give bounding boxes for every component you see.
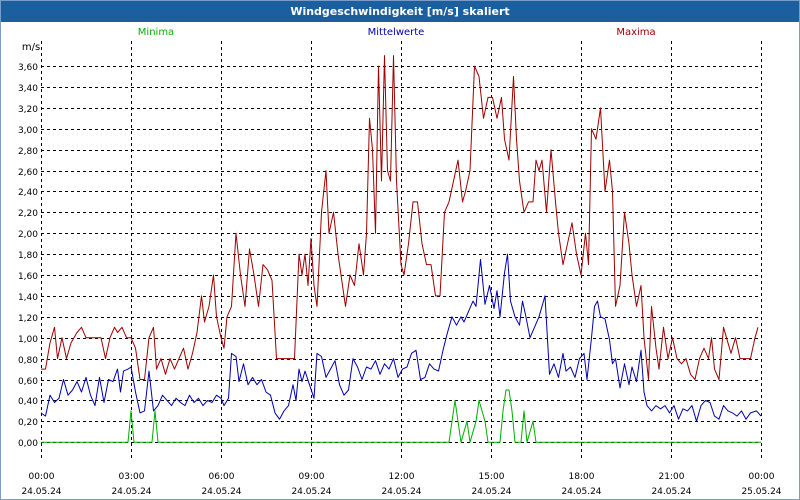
x-tick-time: 09:00 <box>299 472 325 482</box>
x-tick-date: 24.05.24 <box>651 487 691 497</box>
x-tick-date: 24.05.24 <box>111 487 151 497</box>
series-maxima-line <box>41 55 759 380</box>
legend-minima: Minima <box>138 27 174 38</box>
legend: Minima Mittelwerte Maxima <box>138 27 656 38</box>
y-tick-label: 1,80 <box>18 251 38 261</box>
series-minima-line <box>41 389 761 443</box>
y-tick-labels: 0,00 0,20 0,40 0,60 0,80 1,00 1,20 1,40 1,60 1,80… <box>18 63 38 449</box>
y-tick-label: 3,60 <box>18 63 38 73</box>
y-tick-label: 1,40 <box>18 293 38 303</box>
x-tick-time: 21:00 <box>659 472 685 482</box>
horizontal-gridlines <box>41 66 761 443</box>
y-tick-label: 1,60 <box>18 272 38 282</box>
window-title: Windgeschwindigkeit [m/s] skaliert <box>1 1 799 22</box>
x-tick-date: 24.05.24 <box>561 487 601 497</box>
legend-maxima: Maxima <box>616 27 655 38</box>
legend-mittelwerte: Mittelwerte <box>368 27 425 38</box>
x-tick-time: 06:00 <box>209 472 235 482</box>
x-tick-time: 15:00 <box>479 472 505 482</box>
y-tick-label: 0,60 <box>18 377 38 387</box>
y-tick-label: 2,60 <box>18 168 38 178</box>
x-tick-date: 24.05.24 <box>471 487 511 497</box>
y-tick-label: 2,00 <box>18 230 38 240</box>
y-tick-label: 3,00 <box>18 126 38 136</box>
y-tick-label: 0,20 <box>18 418 38 428</box>
y-tick-label: 0,80 <box>18 356 38 366</box>
x-tick-time: 18:00 <box>569 472 595 482</box>
x-tick-labels: 00:00 24.05.24 03:00 24.05.24 06:00 24.05.24 0… <box>21 472 781 497</box>
y-tick-label: 1,20 <box>18 314 38 324</box>
y-tick-label: 3,20 <box>18 105 38 115</box>
x-tick-date: 25.05.24 <box>741 487 781 497</box>
x-tick-time: 12:00 <box>389 472 415 482</box>
y-tick-label: 0,00 <box>18 439 38 449</box>
x-tick-date: 24.05.24 <box>381 487 421 497</box>
y-tick-label: 0,40 <box>18 397 38 407</box>
y-axis-unit-label: m/s <box>22 42 40 53</box>
y-tick-label: 2,80 <box>18 147 38 157</box>
x-tick-time: 03:00 <box>119 472 145 482</box>
y-tick-label: 2,40 <box>18 188 38 198</box>
y-tick-label: 2,20 <box>18 209 38 219</box>
y-tick-label: 3,40 <box>18 84 38 94</box>
series-lines <box>40 55 762 443</box>
x-tick-date: 24.05.24 <box>21 487 61 497</box>
x-tick-time: 00:00 <box>29 472 55 482</box>
x-tick-date: 24.05.24 <box>201 487 241 497</box>
vertical-gridlines <box>41 41 762 461</box>
y-tick-label: 1,00 <box>18 335 38 345</box>
series-mittelwerte-line <box>40 253 762 422</box>
x-tick-date: 24.05.24 <box>291 487 331 497</box>
x-tick-time: 00:00 <box>749 472 775 482</box>
